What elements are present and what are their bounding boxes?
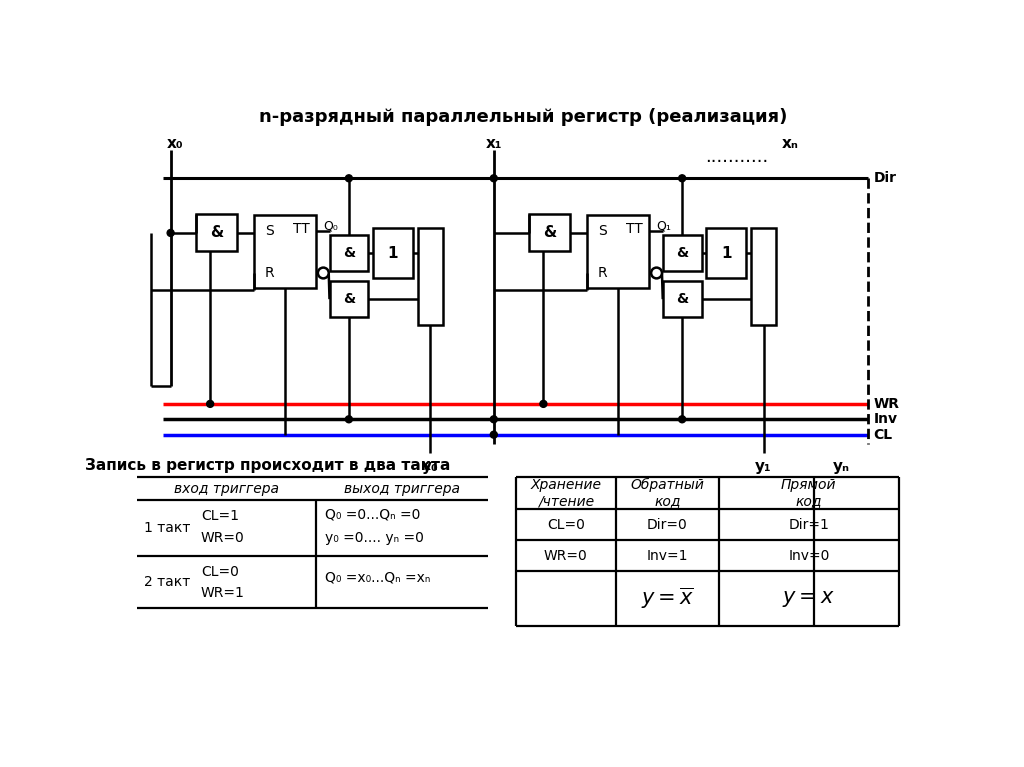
Text: Q₁: Q₁ [656, 219, 672, 232]
Text: Dir: Dir [873, 171, 897, 186]
Text: yₙ: yₙ [833, 459, 850, 474]
Text: n-разрядный параллельный регистр (реализация): n-разрядный параллельный регистр (реализ… [259, 107, 787, 126]
Text: CL=1: CL=1 [201, 509, 239, 523]
Text: 1: 1 [721, 246, 731, 261]
Text: R: R [264, 266, 273, 280]
Text: Q₀ =0...Qₙ =0: Q₀ =0...Qₙ =0 [325, 508, 420, 522]
FancyBboxPatch shape [330, 281, 369, 317]
Circle shape [167, 229, 174, 236]
Text: CL=0: CL=0 [201, 565, 239, 579]
Text: &: & [543, 225, 556, 240]
Text: выход триггера: выход триггера [344, 482, 460, 495]
Text: TT: TT [627, 222, 643, 236]
Text: Обратный
код: Обратный код [631, 478, 705, 509]
FancyBboxPatch shape [529, 215, 569, 252]
Circle shape [490, 416, 498, 423]
Circle shape [651, 268, 662, 278]
Circle shape [207, 400, 214, 407]
FancyBboxPatch shape [663, 281, 701, 317]
FancyBboxPatch shape [663, 235, 701, 271]
FancyBboxPatch shape [197, 215, 237, 252]
FancyBboxPatch shape [587, 216, 649, 288]
Text: $y=x$: $y=x$ [782, 589, 836, 609]
Circle shape [317, 268, 329, 278]
Text: WR: WR [873, 397, 899, 411]
Text: 2 такт: 2 такт [143, 574, 189, 589]
Text: S: S [598, 224, 606, 238]
Text: CL: CL [873, 428, 893, 442]
FancyBboxPatch shape [254, 216, 315, 288]
Text: CL=0: CL=0 [547, 518, 585, 532]
Text: Inv=1: Inv=1 [646, 548, 688, 562]
Text: Dir=1: Dir=1 [788, 518, 829, 532]
Text: Q₀ =x₀...Qₙ =xₙ: Q₀ =x₀...Qₙ =xₙ [325, 571, 430, 585]
Text: &: & [210, 225, 223, 240]
Text: Хранение
/чтение: Хранение /чтение [530, 478, 601, 509]
Text: Прямой
код: Прямой код [781, 478, 837, 509]
Text: Inv=0: Inv=0 [788, 548, 829, 562]
FancyBboxPatch shape [707, 229, 746, 278]
Text: Q₀: Q₀ [324, 219, 338, 232]
Circle shape [490, 175, 498, 182]
Circle shape [490, 431, 498, 438]
FancyBboxPatch shape [418, 229, 442, 324]
Text: &: & [343, 246, 355, 260]
Text: Inv: Inv [873, 413, 898, 426]
Circle shape [540, 400, 547, 407]
Text: x₀: x₀ [167, 136, 183, 151]
Text: ...........: ........... [705, 149, 768, 166]
Circle shape [679, 175, 686, 182]
Text: WR=0: WR=0 [201, 531, 245, 545]
Text: TT: TT [293, 222, 310, 236]
Text: R: R [597, 266, 607, 280]
Text: Запись в регистр происходит в два такта: Запись в регистр происходит в два такта [85, 458, 451, 473]
Text: Dir=0: Dir=0 [647, 518, 688, 532]
Circle shape [345, 175, 352, 182]
Text: y₀: y₀ [422, 459, 438, 474]
Text: &: & [676, 246, 688, 260]
Text: y₀ =0.... yₙ =0: y₀ =0.... yₙ =0 [325, 531, 424, 545]
FancyBboxPatch shape [330, 235, 369, 271]
Text: &: & [343, 292, 355, 306]
Text: WR=0: WR=0 [544, 548, 588, 562]
Text: 1 такт: 1 такт [143, 521, 189, 535]
FancyBboxPatch shape [751, 229, 776, 324]
Text: 1: 1 [388, 246, 398, 261]
Text: S: S [264, 224, 273, 238]
Circle shape [679, 416, 686, 423]
Text: вход триггера: вход триггера [174, 482, 279, 495]
Text: $y = \overline{x}$: $y = \overline{x}$ [641, 586, 694, 611]
Text: WR=1: WR=1 [201, 587, 245, 601]
Circle shape [345, 416, 352, 423]
FancyBboxPatch shape [373, 229, 414, 278]
Text: xₙ: xₙ [782, 136, 799, 151]
Text: x₁: x₁ [485, 136, 502, 151]
Text: &: & [676, 292, 688, 306]
Text: y₁: y₁ [755, 459, 772, 474]
